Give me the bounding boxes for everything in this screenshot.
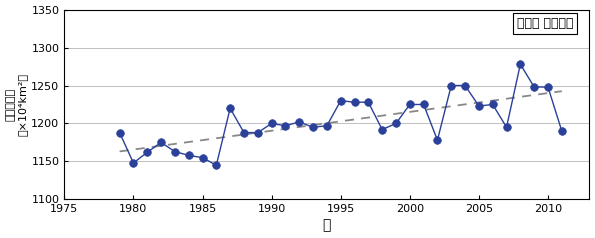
Y-axis label: 海氷域面積
（×10⁴km²）: 海氷域面積 （×10⁴km²）	[5, 73, 27, 136]
X-axis label: 年: 年	[322, 218, 331, 233]
Text: 南極域 年平均値: 南極域 年平均値	[517, 17, 574, 30]
